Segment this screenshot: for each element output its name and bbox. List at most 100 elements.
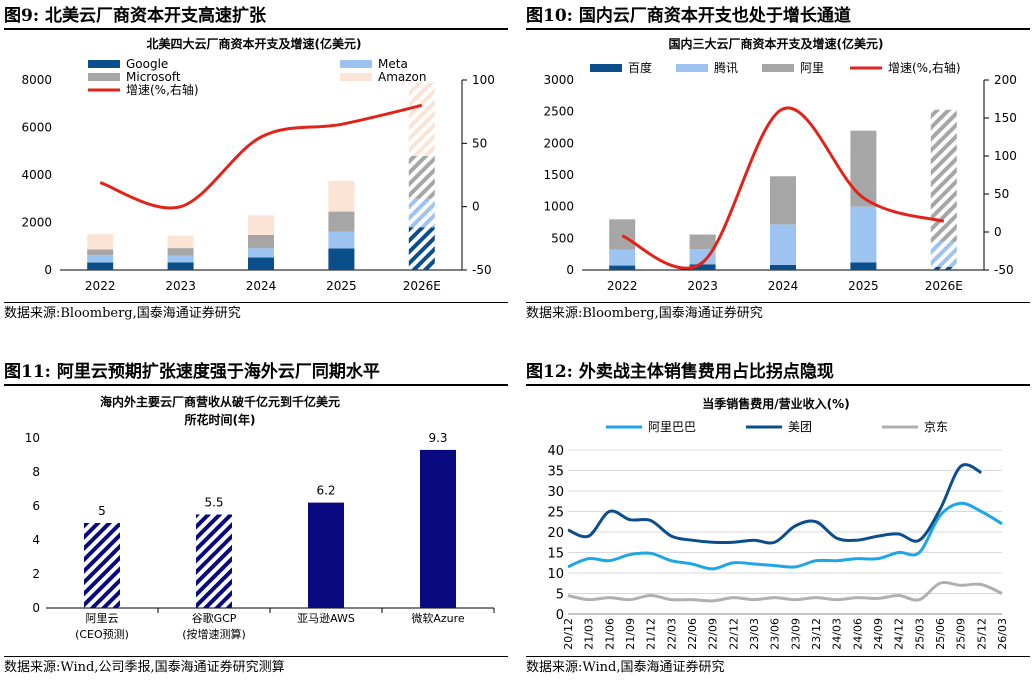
y-tick-label: 2 [32,567,40,581]
bar-Meta-2023 [167,255,194,263]
bar-腾讯-2024 [770,224,796,265]
bar-腾讯-2026E [930,241,957,267]
chart-title-line: 海内外主要云厂商营收从破千亿元到千亿美元 [100,394,340,409]
x-tick-label: 23/09 [789,618,802,650]
x-tick-label: 25/06 [934,618,947,650]
bar [84,523,120,608]
legend-label: 增速(%,右轴) [888,60,961,75]
chart-capex-north-america: 北美四大云厂商资本开支及增速(亿美元) Google Meta Microsoft Am… [21,36,495,293]
bar-百度-2022 [609,265,636,270]
chart-title: 当季销售费用/营业收入(%) [702,396,849,411]
x-tick-label: 阿里云 [86,612,119,625]
y-tick-label: 10 [547,567,564,582]
growth-line [99,103,423,210]
x-tick-label: 22/09 [707,618,720,650]
panel-fig12: 图12: 外卖战主体销售费用占比拐点隐现 当季销售费用/营业收入(%) 阿里巴巴 美… [526,360,1030,678]
panel-fig9: 图9: 北美云厂商资本开支高速扩张 北美四大云厂商资本开支及增速(亿美元) Goo… [4,4,508,324]
y2-tick-label: 100 [472,73,495,87]
x-tick-label: 25/03 [913,618,926,650]
figure-title: 图9: 北美云厂商资本开支高速扩张 [4,4,508,30]
x-tick-label: 24/06 [851,618,864,650]
data-label: 5 [98,504,106,518]
series-line-阿里巴巴 [567,501,1003,571]
bar-Microsoft-2023 [167,248,194,256]
y-tick-label: 2500 [543,105,574,119]
legend-swatch-阿里 [762,64,794,72]
y-tick-label: 8000 [21,73,52,87]
x-tick-label: 2023 [165,279,196,293]
bar-Amazon-2022 [87,234,114,250]
y2-tick-label: -50 [472,263,492,277]
bar-Microsoft-2024 [248,234,274,249]
x-tick-label: 23/12 [810,618,823,650]
growth-line [621,106,945,270]
y-tick-label: 4000 [21,168,52,182]
bar-Amazon-2025 [328,180,355,212]
y-tick-label: 0 [44,263,52,277]
bar-Meta-2024 [248,248,274,258]
y2-tick-label: -50 [994,263,1014,277]
bar-阿里-2022 [609,219,636,250]
y-tick-label: 6000 [21,121,52,135]
x-tick-label-sub: (CEO预测) [75,628,129,641]
y-tick-label: 40 [547,444,564,459]
x-tick-label: 2025 [848,279,879,293]
legend-label: 京东 [924,420,948,434]
y-tick-label: 0 [32,601,40,615]
series-line-京东 [567,581,1003,603]
chart-sales-expense-ratio: 当季销售费用/营业收入(%) 阿里巴巴 美团 京东 0 5 10 15 20 25 30 35 40 20… [547,396,1009,650]
legend-label: 美团 [788,420,812,434]
bar-百度-2023 [689,264,716,270]
panel-fig11: 图11: 阿里云预期扩张速度强于海外云厂同期水平 海内外主要云厂商营收从破千亿元… [4,360,508,678]
y-tick-label: 2000 [543,136,574,150]
series-line-美团 [567,463,983,545]
x-tick-label: 22/06 [686,618,699,650]
x-tick-label: 21/09 [624,618,637,650]
legend-label: Amazon [378,70,427,84]
legend-label: 腾讯 [714,60,738,75]
x-tick-label: 微软Azure [411,611,465,625]
legend-label: 百度 [628,60,652,75]
y2-tick-label: 0 [994,225,1002,239]
y-tick-label: 15 [547,547,564,562]
x-tick-label: 20/12 [562,618,575,650]
x-tick-label: 2026E [925,279,963,293]
bar-Microsoft-2026E [408,156,435,199]
bar-Meta-2025 [328,231,355,249]
x-tick-label: 21/06 [603,618,616,650]
y-tick-label: 5 [556,588,564,603]
figure-title: 图10: 国内云厂商资本开支也处于增长通道 [526,4,1030,30]
y-tick-label: 6 [32,499,40,513]
bar-百度-2026E [930,266,957,270]
x-tick-label-sub: (按增速测算) [182,627,246,641]
y2-tick-label: 0 [472,200,480,214]
chart-capex-china: 国内三大云厂商资本开支及增速(亿美元)百度 腾讯 阿里 增速(%,右轴)0500100… [543,36,1016,293]
y-tick-label: 8 [32,465,40,479]
bar [196,514,232,608]
bar-Google-2026E [408,227,435,270]
bar-Google-2023 [167,262,194,270]
bar-Microsoft-2022 [87,249,114,256]
bar-百度-2024 [770,264,796,270]
bar-Meta-2026E [408,198,435,228]
legend-swatch-Google [88,60,120,68]
x-tick-label: 2022 [85,279,116,293]
legend-label: Google [126,57,168,71]
legend-swatch-百度 [590,64,622,72]
legend-swatch-Amazon [340,73,372,81]
bar-阿里-2024 [770,176,796,225]
chart-title: 国内三大云厂商资本开支及增速(亿美元) [669,36,884,51]
y-tick-label: 10 [25,431,40,445]
y-tick-label: 500 [551,231,574,245]
figure-title: 图12: 外卖战主体销售费用占比拐点隐现 [526,360,1030,386]
bar-Google-2024 [248,257,274,270]
x-tick-label: 2026E [403,279,441,293]
x-tick-label: 亚马逊AWS [297,612,355,625]
data-label: 9.3 [428,431,447,445]
data-label: 5.5 [204,496,223,510]
chart-title: 北美四大云厂商资本开支及增速(亿美元) [147,36,362,51]
bar-百度-2025 [850,262,877,270]
source-note: 数据来源:Wind,公司季报,国泰海通证券研究测算 [4,656,508,677]
y-tick-label: 0 [556,608,564,623]
